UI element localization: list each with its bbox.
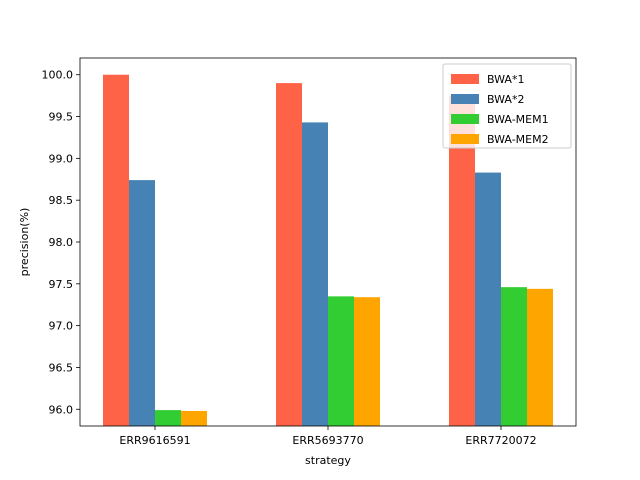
- bar-bwa-2-err7720072: [475, 172, 501, 426]
- legend-swatch: [451, 114, 479, 124]
- y-axis: 96.0 96.5 97.0 97.5 98.0 98.5 99.0 99.5 100.0: [42, 69, 80, 416]
- bar-bwa-1-err7720072: [449, 95, 475, 427]
- y-tick-label: 96.5: [49, 361, 74, 374]
- x-tick-label: ERR9616591: [119, 434, 190, 447]
- bar-bwa-mem1-err5693770: [328, 296, 354, 426]
- x-axis: ERR9616591 ERR5693770 ERR7720072: [119, 426, 537, 447]
- y-tick-label: 99.0: [49, 152, 74, 165]
- bar-bwa-mem2-err5693770: [354, 297, 380, 426]
- y-tick-label: 97.5: [49, 278, 74, 291]
- bar-bwa-2-err5693770: [302, 122, 328, 427]
- bar-bwa-1-err5693770: [276, 83, 302, 426]
- y-tick-label: 97.0: [49, 320, 74, 333]
- y-tick-label: 98.0: [49, 236, 74, 249]
- y-tick-label: 96.0: [49, 403, 74, 416]
- bar-bwa-mem1-err7720072: [501, 287, 527, 426]
- legend-swatch: [451, 74, 479, 84]
- legend-label: BWA-MEM2: [487, 133, 549, 146]
- bar-bwa-1-err9616591: [103, 74, 129, 427]
- bar-bwa-2-err9616591: [129, 180, 155, 426]
- y-tick-label: 100.0: [42, 69, 74, 82]
- legend-label: BWA-MEM1: [487, 113, 549, 126]
- y-axis-label: precision(%): [18, 208, 31, 277]
- legend-swatch: [451, 134, 479, 144]
- y-tick-label: 98.5: [49, 194, 74, 207]
- bar-bwa-mem1-err9616591: [155, 410, 181, 426]
- y-tick-label: 99.5: [49, 111, 74, 124]
- x-tick-label: ERR7720072: [465, 434, 536, 447]
- bar-bwa-mem2-err9616591: [181, 410, 207, 426]
- bars-group: [103, 74, 553, 427]
- legend-frame: [442, 63, 572, 149]
- x-tick-label: ERR5693770: [292, 434, 363, 447]
- legend-label: BWA*1: [487, 73, 524, 86]
- legend-label: BWA*2: [487, 93, 524, 106]
- legend: BWA*1 BWA*2 BWA-MEM1 BWA-MEM2: [442, 63, 572, 149]
- bar-bwa-mem2-err7720072: [527, 288, 553, 426]
- legend-swatch: [451, 94, 479, 104]
- x-axis-label: strategy: [305, 454, 351, 467]
